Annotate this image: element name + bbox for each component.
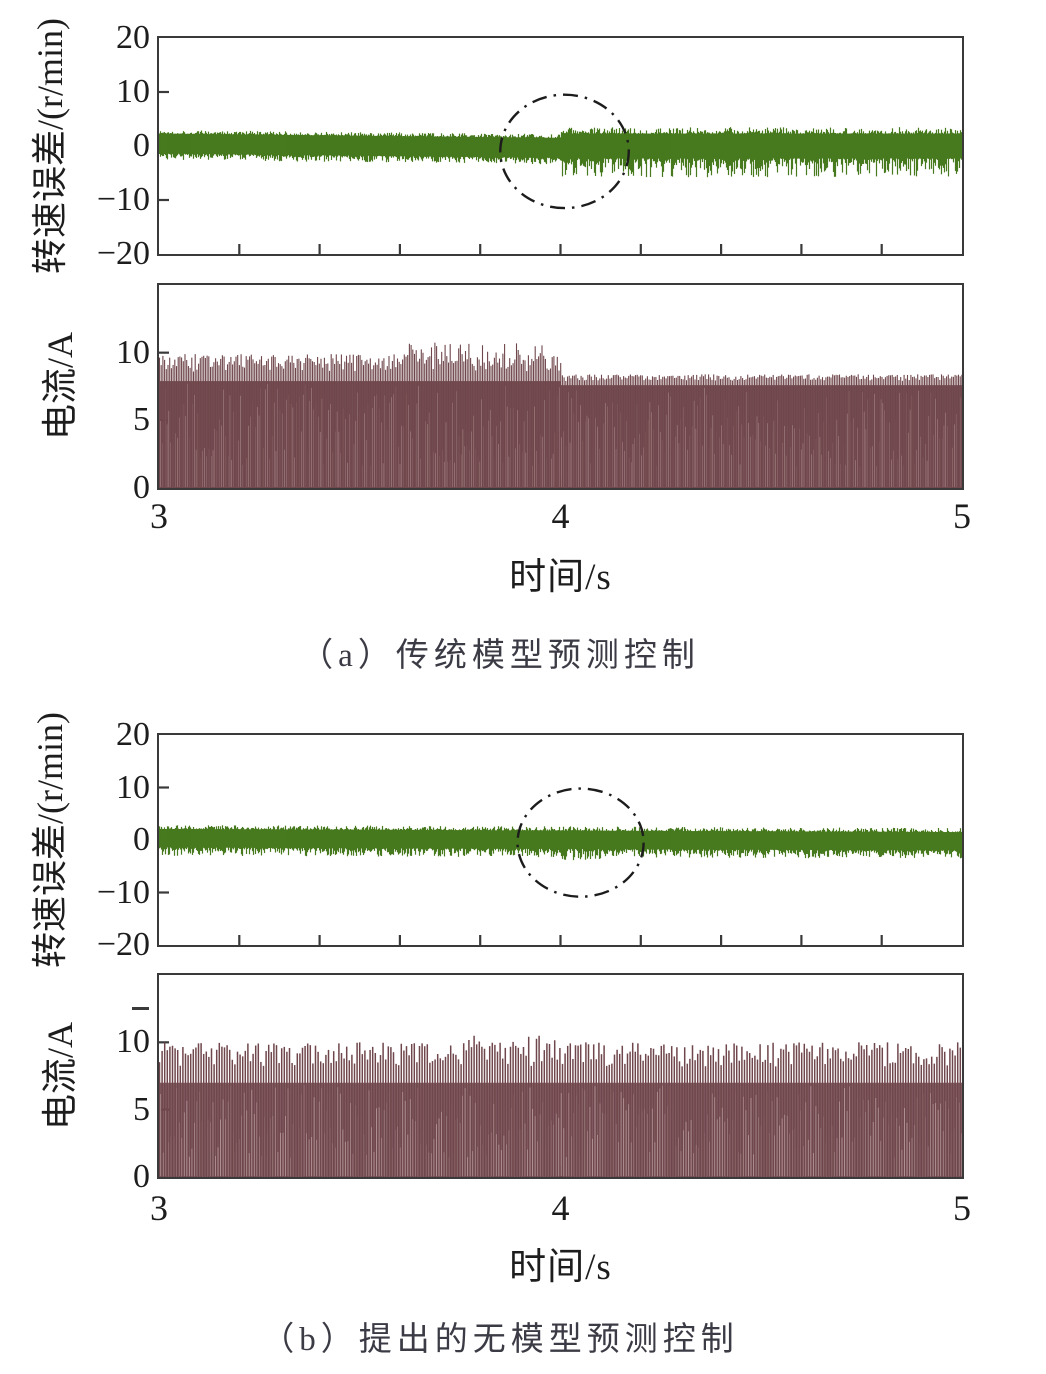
current-plot-a [156, 282, 964, 490]
speed-y-tick-label: 20 [116, 19, 150, 56]
speed-error-chart-canvas-a [158, 37, 962, 254]
x-tick-label: 4 [551, 496, 570, 536]
current-y-tick-label: 5 [133, 1090, 150, 1128]
speed-y-tick-label: 0 [133, 127, 150, 164]
x-axis-label-a: 时间/s [509, 557, 612, 598]
x-tick-label: 5 [953, 496, 971, 536]
x-axis-label-b: 时间/s [509, 1247, 612, 1288]
current-y-tick-label: 10 [116, 1023, 150, 1061]
x-tick-label: 3 [150, 496, 168, 536]
speed-y-tick-label: 10 [116, 768, 150, 806]
speed-y-tick-label: −10 [96, 873, 150, 911]
current-chart-canvas-b [158, 974, 962, 1177]
speed-y-tick-label: 10 [116, 73, 150, 110]
current-y-tick-label: 0 [133, 1158, 150, 1195]
x-tick-label: 5 [953, 1188, 971, 1228]
x-tick-label: 4 [551, 1188, 570, 1228]
speed-y-tick-label: 0 [133, 821, 150, 858]
speed-error-plot-a [156, 35, 964, 256]
speed-error-plot-b [156, 732, 964, 947]
speed-y-tick-label: −10 [96, 181, 150, 218]
minor-y-tick-12-5 [132, 1007, 149, 1011]
speed-y-tick-label: −20 [96, 926, 150, 963]
current-y-tick-label: 0 [133, 469, 150, 506]
subfigure-caption-b: （b）提出的无模型预测控制 [261, 1322, 739, 1358]
current-plot-b [156, 972, 964, 1179]
current-y-tick-label: 10 [116, 333, 150, 371]
subfigure-caption-a: （a）传统模型预测控制 [300, 638, 700, 674]
speed-error-chart-canvas-b [158, 734, 962, 945]
current-y-tick-label: 5 [133, 401, 150, 439]
speed-y-tick-label: −20 [96, 235, 150, 272]
current-chart-canvas-a [158, 284, 962, 488]
speed-y-tick-label: 20 [116, 716, 150, 753]
x-tick-label: 3 [150, 1188, 168, 1228]
